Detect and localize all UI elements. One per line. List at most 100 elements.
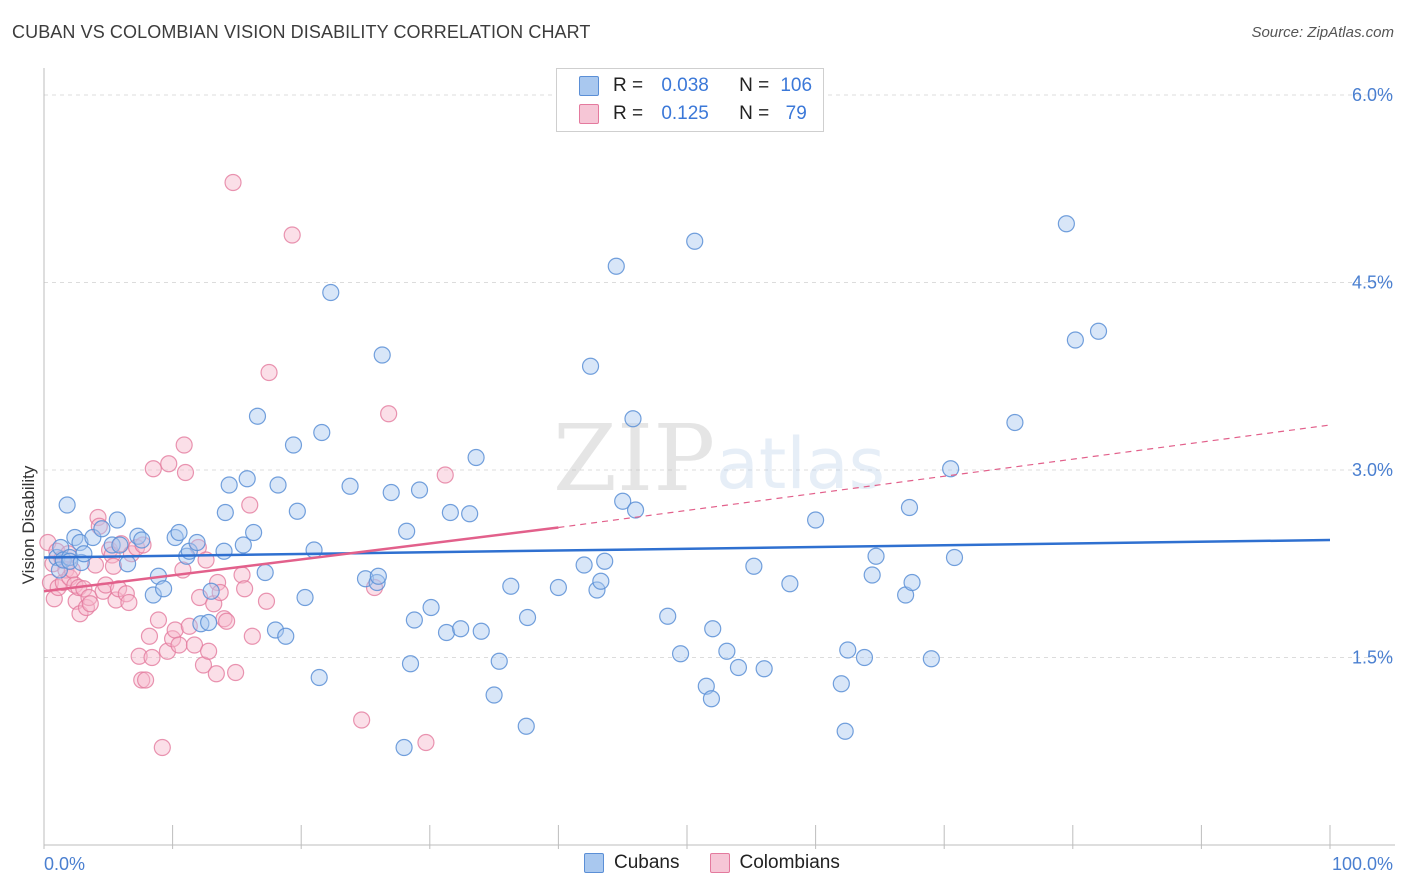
- cubans-point: [58, 496, 76, 514]
- cubans-point: [111, 536, 129, 554]
- colombians-point: [144, 460, 162, 478]
- cubans-point: [410, 481, 429, 499]
- cubans-point: [588, 581, 606, 599]
- cubans-point: [216, 503, 234, 522]
- legend-r-value: 0.125: [661, 103, 709, 124]
- cubans-point: [467, 448, 485, 467]
- cubans-point: [266, 621, 285, 639]
- cubans-point: [398, 522, 416, 540]
- colombians-point: [39, 533, 57, 552]
- bottom-legend-label: Cubans: [614, 852, 680, 873]
- watermark-zip: ZIP: [553, 405, 715, 512]
- bottom-legend: Cubans Colombians: [584, 852, 870, 874]
- colombians-point: [149, 611, 168, 629]
- colombians-point: [218, 612, 236, 630]
- tick-labels: 1.5% 3.0% 4.5% 6.0% 0.0% 100.0%: [44, 85, 1393, 874]
- colombians-point: [224, 173, 242, 192]
- colombians-point: [160, 455, 178, 473]
- cubans-point: [238, 470, 256, 488]
- colombians-point: [241, 496, 259, 514]
- colombians-point: [104, 557, 123, 575]
- y-axis-label: Vision Disability: [19, 465, 38, 584]
- cubans-point: [437, 623, 456, 642]
- cubans-point: [461, 505, 479, 523]
- colombians-point: [236, 580, 254, 598]
- cubans-point: [671, 645, 690, 663]
- colombians-point: [133, 671, 151, 689]
- cubans-point: [490, 652, 508, 670]
- cubans-point: [256, 563, 274, 582]
- cubans-point: [607, 257, 625, 275]
- bottom-legend-colombians[interactable]: Colombians: [709, 852, 840, 874]
- x-tick-label: 100.0%: [1332, 854, 1393, 874]
- colombians-point: [243, 627, 261, 645]
- cubans-point: [1066, 331, 1084, 349]
- axes: [43, 68, 1395, 849]
- colombians-point: [140, 627, 159, 645]
- cubans-point: [903, 573, 921, 592]
- bottom-legend-cubans[interactable]: Cubans: [584, 852, 680, 874]
- cubans-point: [170, 523, 188, 542]
- legend: R = 0.038 N = 106 R = 0.125 N = 79: [556, 68, 824, 132]
- colombians-point: [211, 583, 229, 602]
- cubans-point: [71, 533, 89, 552]
- cubans-point: [704, 620, 722, 638]
- colombians-point: [71, 605, 89, 623]
- cubans-point: [108, 511, 126, 529]
- colombians-point: [175, 436, 193, 454]
- colombians-trend-extension: [558, 424, 1331, 529]
- cubans-point: [729, 658, 748, 677]
- colombians-point: [353, 711, 371, 729]
- legend-r-label: R =: [613, 75, 644, 96]
- colombians-points: [39, 173, 454, 757]
- colombians-point: [380, 405, 398, 423]
- cubans-point: [401, 655, 420, 673]
- cubans-point: [202, 582, 220, 600]
- y-tick-label: 6.0%: [1352, 85, 1393, 105]
- cubans-point: [806, 511, 825, 529]
- legend-n-label: N =: [739, 103, 770, 124]
- cubans-point: [702, 690, 721, 708]
- cubans-point: [452, 620, 470, 638]
- legend-n-value: 106: [780, 75, 813, 96]
- colombians-point: [81, 595, 99, 613]
- legend-r-label: R =: [613, 103, 644, 124]
- cubans-point: [922, 650, 940, 668]
- cubans-point: [549, 578, 568, 597]
- cubans-trend-line: [43, 538, 1331, 559]
- cubans-points: [48, 215, 1108, 757]
- colombians-point: [283, 226, 301, 244]
- colombians-point: [365, 578, 384, 597]
- cubans-point: [84, 528, 102, 547]
- colombians-point: [107, 591, 125, 609]
- colombians-point: [209, 573, 227, 592]
- cubans-point: [248, 407, 267, 425]
- cubans-point: [945, 548, 964, 567]
- cubans-point: [485, 686, 503, 704]
- cubans-point: [188, 533, 206, 552]
- cubans-point: [200, 613, 218, 632]
- cubans-point: [626, 501, 645, 519]
- cubans-point: [305, 541, 323, 559]
- cubans-point: [581, 357, 600, 375]
- cubans-point: [144, 586, 162, 604]
- cubans-point: [592, 572, 610, 590]
- cubans-point: [781, 575, 799, 593]
- colombians-point: [260, 363, 278, 382]
- cubans-point: [405, 611, 423, 629]
- x-tick-label: 0.0%: [44, 854, 85, 874]
- cubans-point: [755, 660, 773, 678]
- cubans-swatch: [584, 853, 604, 873]
- cubans-point: [614, 492, 632, 510]
- cubans-point: [686, 232, 704, 250]
- cubans-point: [624, 410, 642, 428]
- cubans-point: [422, 598, 440, 617]
- colombians-trend-line: [43, 526, 559, 593]
- cubans-point: [288, 502, 306, 520]
- cubans-point: [863, 566, 881, 584]
- cubans-point: [596, 552, 614, 570]
- cubans-point: [395, 738, 413, 757]
- cubans-point: [369, 567, 387, 585]
- legend-row-cubans: R = 0.038 N = 106: [579, 73, 819, 99]
- colombians-point: [200, 642, 218, 660]
